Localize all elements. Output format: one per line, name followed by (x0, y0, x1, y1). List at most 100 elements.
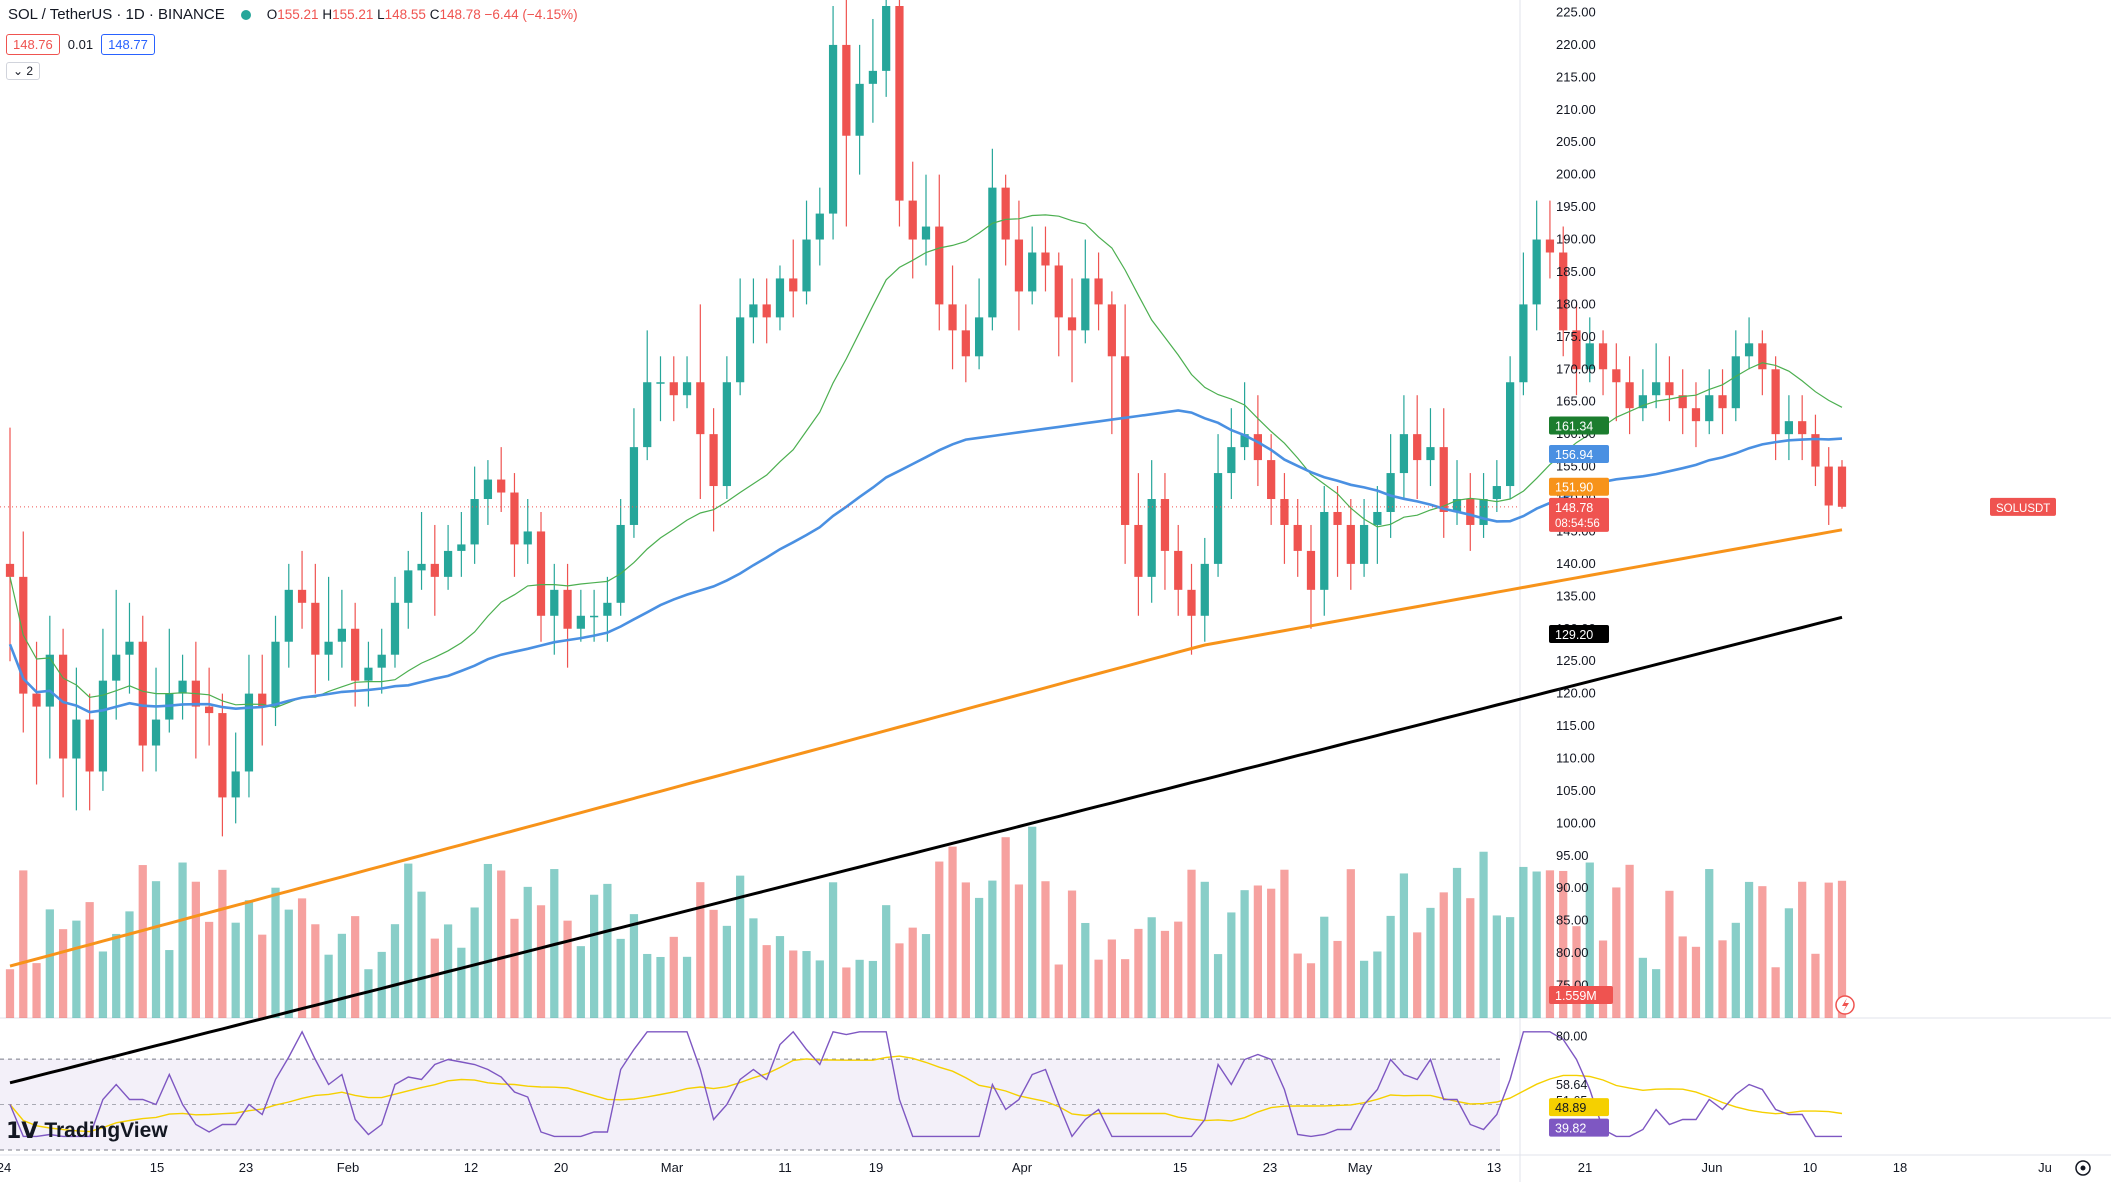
candle-body[interactable] (1519, 304, 1528, 383)
candle-body[interactable] (1081, 278, 1090, 331)
candle-body[interactable] (550, 589, 559, 616)
candle-body[interactable] (258, 693, 267, 707)
candle-body[interactable] (324, 641, 333, 655)
candle-body[interactable] (1758, 343, 1767, 370)
candle-body[interactable] (1837, 466, 1847, 507)
candle-body[interactable] (1001, 187, 1010, 240)
candle-body[interactable] (935, 226, 944, 305)
candle-body[interactable] (1174, 550, 1183, 590)
candle-body[interactable] (855, 83, 864, 136)
candle-body[interactable] (1492, 486, 1501, 500)
candle-body[interactable] (1293, 524, 1302, 551)
candle-body[interactable] (1466, 499, 1475, 525)
candle-body[interactable] (390, 602, 400, 655)
candle-body[interactable] (205, 706, 214, 714)
candle-body[interactable] (1054, 265, 1063, 318)
candle-body[interactable] (1798, 421, 1807, 435)
candle-body[interactable] (1718, 395, 1727, 409)
candle-body[interactable] (1731, 356, 1740, 409)
candle-body[interactable] (961, 330, 970, 357)
candle-body[interactable] (297, 589, 307, 603)
candle-body[interactable] (1784, 421, 1794, 435)
candle-body[interactable] (1439, 447, 1448, 512)
candle-body[interactable] (1213, 473, 1223, 564)
candle-body[interactable] (842, 44, 851, 136)
candle-body[interactable] (1306, 550, 1316, 590)
candle-body[interactable] (696, 382, 705, 435)
candle-body[interactable] (1559, 252, 1568, 331)
candle-body[interactable] (536, 531, 546, 616)
candle-body[interactable] (1744, 343, 1754, 357)
candle-body[interactable] (510, 492, 519, 545)
candle-body[interactable] (311, 602, 320, 655)
candle-body[interactable] (749, 304, 758, 318)
candle-body[interactable] (1678, 395, 1687, 409)
candle-body[interactable] (1413, 434, 1422, 461)
candle-body[interactable] (1267, 460, 1276, 500)
candle-body[interactable] (1399, 434, 1409, 474)
candle-body[interactable] (112, 654, 121, 681)
candle-body[interactable] (802, 239, 811, 292)
candle-body[interactable] (364, 667, 373, 681)
candle-body[interactable] (590, 615, 599, 618)
candle-body[interactable] (271, 641, 280, 707)
candle-body[interactable] (921, 226, 931, 240)
candle-body[interactable] (1041, 252, 1050, 266)
candle-body[interactable] (1705, 395, 1714, 422)
candle-body[interactable] (151, 719, 161, 746)
candle-body[interactable] (218, 713, 227, 798)
candle-body[interactable] (1479, 499, 1488, 525)
candle-body[interactable] (1147, 499, 1156, 577)
candle-body[interactable] (470, 499, 479, 545)
candle-body[interactable] (629, 447, 639, 525)
candle-body[interactable] (1612, 369, 1621, 383)
candle-body[interactable] (1160, 499, 1170, 551)
candle-body[interactable] (337, 628, 346, 642)
candle-body[interactable] (948, 304, 957, 331)
candle-body[interactable] (789, 278, 798, 292)
sell-price-button[interactable]: 148.76 (6, 34, 60, 55)
candle-body[interactable] (1359, 524, 1369, 564)
candle-body[interactable] (443, 550, 453, 577)
candle-body[interactable] (868, 70, 878, 84)
candle-body[interactable] (1280, 499, 1289, 525)
candle-body[interactable] (497, 479, 506, 493)
candle-body[interactable] (1545, 239, 1555, 253)
candle-body[interactable] (882, 6, 891, 71)
candle-body[interactable] (643, 382, 652, 448)
alert-lightning-icon[interactable] (1835, 995, 1855, 1015)
candle-body[interactable] (377, 654, 386, 668)
candle-body[interactable] (563, 589, 572, 629)
tradingview-logo[interactable]: 𝟭𝗩 TradingView (6, 1118, 168, 1144)
candle-body[interactable] (98, 680, 108, 772)
candle-body[interactable] (1028, 252, 1037, 292)
candle-body[interactable] (72, 719, 81, 759)
candle-body[interactable] (616, 524, 625, 603)
candle-body[interactable] (656, 382, 665, 384)
candle-body[interactable] (1386, 473, 1395, 512)
candle-body[interactable] (1373, 511, 1382, 525)
candle-body[interactable] (815, 213, 824, 240)
candle-body[interactable] (5, 563, 15, 577)
candle-body[interactable] (1572, 330, 1581, 370)
candle-body[interactable] (1346, 524, 1355, 564)
candle-body[interactable] (483, 479, 493, 500)
candle-body[interactable] (908, 200, 917, 240)
candle-body[interactable] (1811, 434, 1820, 467)
settings-gear-icon[interactable] (2075, 1160, 2091, 1176)
candle-body[interactable] (1227, 447, 1236, 474)
candle-body[interactable] (1134, 524, 1143, 577)
candle-body[interactable] (1200, 563, 1209, 616)
candle-body[interactable] (709, 434, 718, 487)
candle-body[interactable] (1067, 317, 1077, 331)
candle-body[interactable] (1121, 356, 1130, 525)
candle-body[interactable] (1598, 343, 1608, 370)
candle-body[interactable] (430, 563, 439, 577)
candle-body[interactable] (1625, 382, 1634, 409)
candle-body[interactable] (1333, 511, 1342, 525)
candle-body[interactable] (58, 654, 68, 759)
candle-body[interactable] (1253, 434, 1262, 461)
candle-body[interactable] (1771, 369, 1780, 435)
candle-body[interactable] (1638, 395, 1647, 409)
